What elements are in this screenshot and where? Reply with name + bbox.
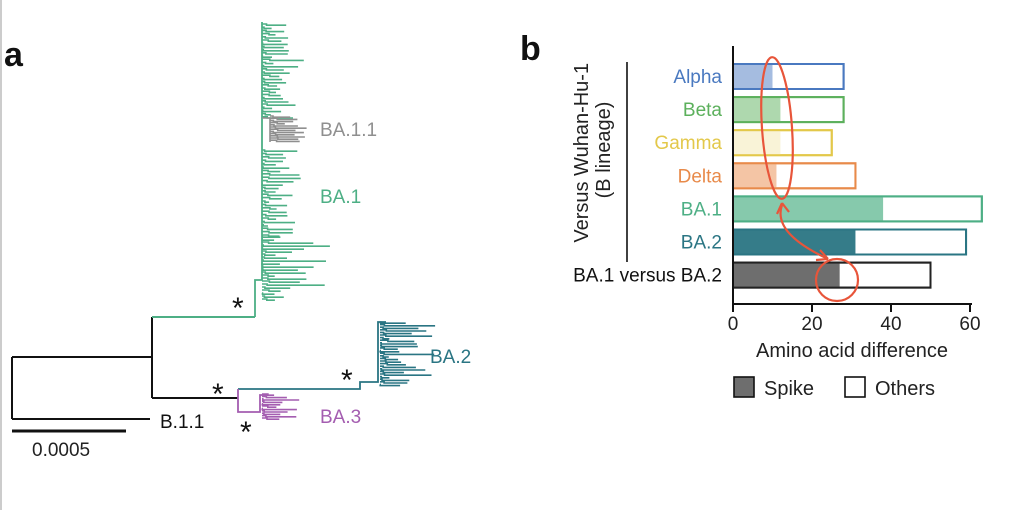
annotation-arrow-path (779, 204, 827, 259)
legend: Spike Others (733, 376, 935, 400)
annotation-ellipse-voc (760, 56, 794, 200)
x-tick-label: 40 (880, 314, 901, 335)
tree-backbone (11, 317, 238, 420)
x-ticks: 0 20 40 60 (728, 304, 981, 335)
ba1-1-stem (262, 117, 271, 142)
bars (732, 63, 983, 289)
x-tick-label: 60 (959, 314, 980, 335)
group-label-line-1: Versus Wuhan-Hu-1 (571, 63, 593, 243)
ba3-tips (261, 393, 300, 420)
support-asterisks: * * * * (212, 292, 353, 449)
ba1-tips-upper (261, 23, 304, 119)
category-labels: Alpha Beta Gamma Delta BA.1 BA.2 BA.1 versus B… (573, 67, 722, 287)
clade-label-ba3: BA.3 (320, 407, 361, 428)
ba1-1-tips (270, 115, 307, 143)
ba1-subtree (152, 22, 330, 318)
bar-chart-panel: b Versus Wuhan-Hu-1 (B lineage) Alpha Bet… (520, 30, 983, 400)
annotations (760, 56, 860, 303)
clade-label-ba1-1: BA.1.1 (320, 120, 377, 141)
group-label-line-2: (B lineage) (593, 102, 615, 199)
asterisk-ba3-node: * (240, 416, 252, 449)
x-tick-label: 20 (801, 314, 822, 335)
bar-spike (733, 196, 884, 222)
category-label: BA.2 (681, 233, 722, 254)
bar-spike (733, 262, 840, 288)
panel-b-letter: b (520, 30, 541, 68)
ba2-subtree (238, 321, 436, 390)
clade-label-b-1-1: B.1.1 (160, 412, 204, 433)
group-label: Versus Wuhan-Hu-1 (B lineage) (571, 57, 615, 242)
ba2-tips (379, 321, 436, 387)
legend-label-spike: Spike (764, 378, 814, 400)
ba1-trunk (254, 22, 263, 317)
panel-a-letter: a (4, 36, 24, 74)
asterisk-ba2-ba3-node: * (212, 378, 224, 411)
phylogenetic-tree-panel: a BA.1.1 BA.1 BA.2 BA.3 B.1.1 (4, 22, 471, 461)
bar-spike (733, 229, 856, 255)
bar-spike (733, 97, 781, 123)
ba3-subtree (237, 389, 300, 420)
ba1-1-subtree (262, 115, 307, 143)
scale-bar-label: 0.0005 (32, 440, 90, 461)
x-tick-label: 0 (728, 314, 739, 335)
x-axis-title: Amino acid difference (756, 340, 948, 362)
ba1-tips-middle (261, 149, 301, 237)
clade-label-ba2: BA.2 (430, 347, 471, 368)
annotation-arrowhead-top (775, 202, 790, 215)
category-label: BA.1 versus BA.2 (573, 266, 722, 287)
annotation-circle-ba1-vs-ba2 (814, 257, 860, 303)
bar-spike (733, 130, 781, 156)
legend-swatch-spike (733, 376, 755, 398)
category-label: Alpha (673, 67, 722, 88)
ba2-stem (238, 321, 386, 390)
ba1-tips-lower (261, 235, 330, 301)
clade-label-ba1: BA.1 (320, 187, 361, 208)
asterisk-ba1-node: * (232, 292, 244, 325)
category-label: Gamma (654, 133, 722, 154)
annotation-arrowhead-bottom (815, 249, 829, 262)
legend-label-others: Others (875, 378, 935, 400)
legend-swatch-others (844, 376, 866, 398)
category-label: BA.1 (681, 199, 722, 220)
asterisk-ba2-node: * (341, 364, 353, 397)
ba3-stem (237, 389, 268, 413)
bar-spike (733, 64, 773, 89)
category-label: Beta (683, 100, 723, 121)
category-label: Delta (678, 166, 723, 187)
